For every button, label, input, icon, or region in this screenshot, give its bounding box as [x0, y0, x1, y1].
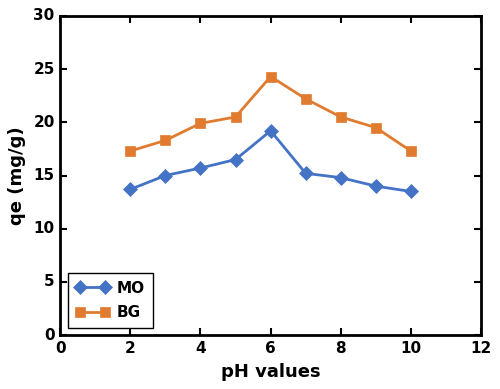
- BG: [302, 96, 308, 101]
- BG: [268, 74, 274, 79]
- BG: [408, 149, 414, 153]
- BG: [198, 121, 203, 126]
- MO: [338, 175, 344, 180]
- MO: [373, 184, 379, 189]
- BG: [373, 125, 379, 130]
- X-axis label: pH values: pH values: [221, 363, 320, 381]
- Y-axis label: qe (mg/g): qe (mg/g): [8, 126, 26, 225]
- Line: BG: BG: [126, 72, 416, 156]
- BG: [338, 115, 344, 119]
- MO: [128, 187, 134, 192]
- BG: [162, 138, 168, 143]
- BG: [232, 115, 238, 119]
- MO: [162, 173, 168, 178]
- MO: [408, 189, 414, 194]
- MO: [198, 166, 203, 170]
- Line: MO: MO: [126, 126, 416, 196]
- Legend: MO, BG: MO, BG: [68, 273, 152, 328]
- BG: [128, 149, 134, 153]
- MO: [232, 157, 238, 162]
- MO: [268, 128, 274, 133]
- MO: [302, 171, 308, 176]
